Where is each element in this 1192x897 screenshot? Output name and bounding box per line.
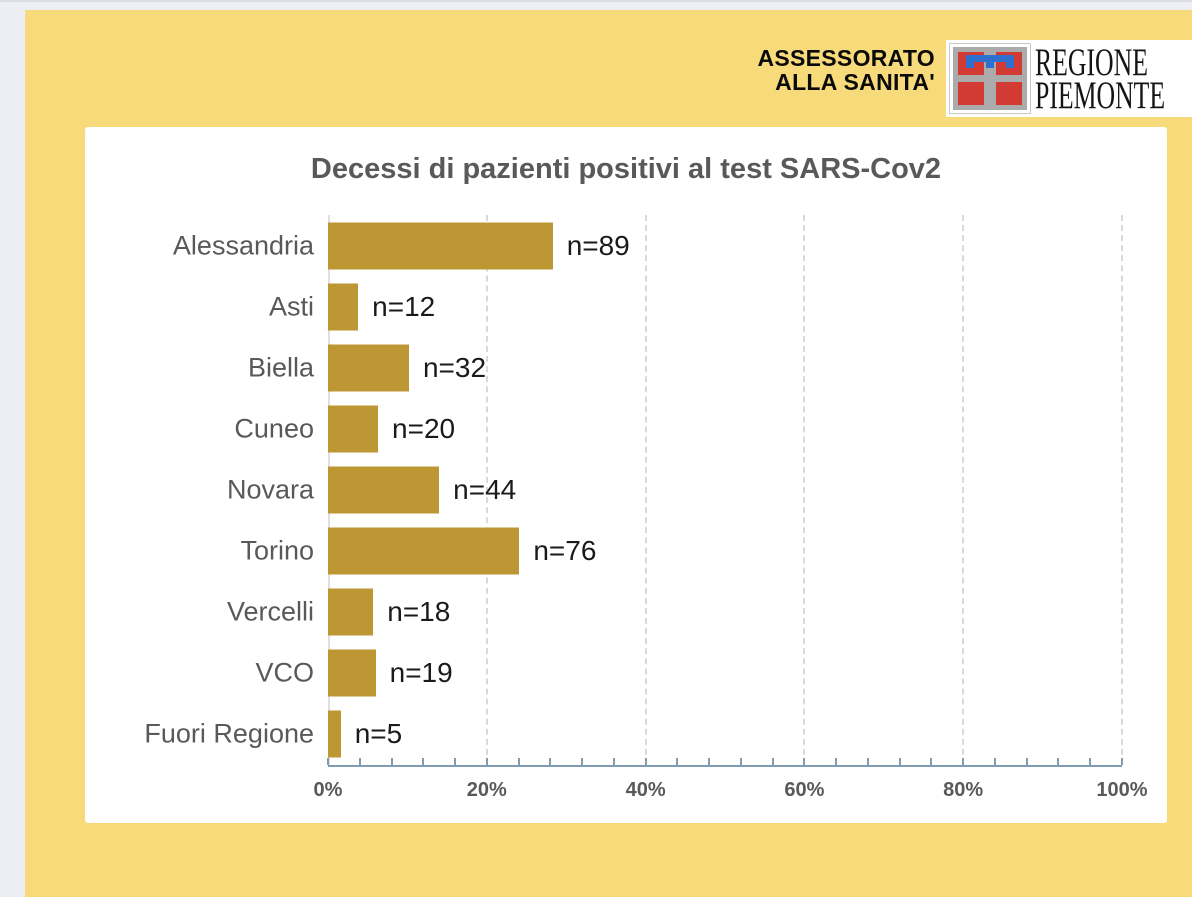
axis-minor-tick xyxy=(549,758,552,765)
bar xyxy=(328,466,440,514)
axis-minor-tick xyxy=(612,758,615,765)
axis-minor-tick xyxy=(581,758,584,765)
category-label: Cuneo xyxy=(234,413,314,444)
x-axis-tick-label: 100% xyxy=(1096,779,1148,801)
assessorato-heading: ASSESSORATO ALLA SANITA' xyxy=(757,46,935,94)
x-axis-tick-label: 40% xyxy=(625,779,666,801)
shield-blue-label-pendant xyxy=(986,60,994,68)
major-gridline xyxy=(1121,215,1123,765)
bar xyxy=(328,588,374,636)
bar xyxy=(328,527,520,575)
x-axis-tick-label: 60% xyxy=(784,779,825,801)
axis-minor-tick xyxy=(485,758,488,765)
x-axis-tick-label: 80% xyxy=(943,779,984,801)
axis-minor-tick xyxy=(327,758,329,765)
category-label: Biella xyxy=(247,352,314,383)
plot-area: Alessandria n=89 Asti n=12 Biella n=32 Cuneo n=… xyxy=(144,215,1123,767)
major-gridline xyxy=(644,215,647,765)
shield-red-quarter xyxy=(958,82,984,105)
data-label: n=20 xyxy=(392,412,456,444)
x-axis-tick-label: 20% xyxy=(466,779,507,801)
chart-row: Biella n=32 xyxy=(248,337,1122,398)
plot-rows: Alessandria n=89 Asti n=12 Biella n=32 Cuneo n=… xyxy=(144,215,1122,765)
axis-minor-tick xyxy=(1121,758,1123,765)
chart-panel: Decessi di pazienti positivi al test SAR… xyxy=(85,127,1167,823)
shield-field xyxy=(953,47,1027,110)
axis-minor-tick xyxy=(803,758,806,765)
chart-row: Vercelli n=18 xyxy=(227,582,1122,643)
shield-blue-label xyxy=(966,55,1014,62)
data-label: n=89 xyxy=(566,229,630,261)
major-gridline xyxy=(485,215,488,765)
chart-row: Torino n=76 xyxy=(240,521,1122,582)
bar xyxy=(328,405,379,453)
assessorato-line2: ALLA SANITA' xyxy=(775,69,935,95)
bar xyxy=(328,649,376,697)
x-axis-labels: 0% 20% 40% 60% 80% 100% xyxy=(314,779,1148,809)
chart-row: Cuneo n=20 xyxy=(234,398,1122,459)
data-label: n=18 xyxy=(387,596,451,628)
axis-minor-tick xyxy=(898,758,901,765)
major-gridline xyxy=(962,215,965,765)
chart-row: Alessandria n=89 xyxy=(173,215,1122,276)
data-label: n=12 xyxy=(372,290,436,322)
bar xyxy=(328,222,553,270)
axis-minor-tick xyxy=(517,758,520,765)
category-label: Alessandria xyxy=(172,230,314,261)
chart-row: VCO n=19 xyxy=(255,643,1122,704)
chart-title: Decessi di pazienti positivi al test SAR… xyxy=(310,153,942,185)
shield-red-quarter xyxy=(996,82,1022,105)
axis-minor-tick xyxy=(835,758,838,765)
category-label: VCO xyxy=(255,657,314,688)
axis-minor-tick xyxy=(1089,758,1092,765)
chart-row: Fuori Regione n=5 xyxy=(144,704,1122,765)
bar xyxy=(328,283,359,331)
category-label: Torino xyxy=(240,535,314,566)
axis-minor-tick xyxy=(771,758,774,765)
axis-minor-tick xyxy=(930,758,933,765)
axis-minor-tick xyxy=(422,758,425,765)
chart-row: Asti n=12 xyxy=(269,276,1122,337)
regione-piemonte-logo: REGIONE PIEMONTE xyxy=(946,40,1192,117)
shield-blue-label-pendant xyxy=(1006,60,1014,68)
category-label: Asti xyxy=(268,291,314,322)
axis-minor-tick xyxy=(454,758,457,765)
major-gridline xyxy=(803,215,806,765)
axis-minor-tick xyxy=(866,758,869,765)
assessorato-line1: ASSESSORATO xyxy=(757,45,935,71)
axis-minor-tick xyxy=(708,758,711,765)
axis-minor-tick xyxy=(739,758,742,765)
category-label: Fuori Regione xyxy=(144,718,314,749)
x-axis-tick-label: 0% xyxy=(313,779,343,801)
axis-minor-tick xyxy=(993,758,996,765)
data-label: n=5 xyxy=(354,718,403,750)
axis-minor-tick xyxy=(1057,758,1060,765)
shield-blue-label-pendant xyxy=(966,60,974,68)
piemonte-coat-of-arms-icon xyxy=(949,43,1031,114)
data-label: n=44 xyxy=(453,473,517,505)
category-label: Vercelli xyxy=(226,596,314,627)
axis-minor-tick xyxy=(358,758,361,765)
data-label: n=76 xyxy=(533,535,597,567)
axis-minor-tick xyxy=(962,758,965,765)
axis-minor-tick xyxy=(644,758,647,765)
bar xyxy=(328,710,341,758)
category-label: Novara xyxy=(226,474,314,505)
axis-minor-tick xyxy=(1025,758,1028,765)
axis-minor-tick xyxy=(676,758,679,765)
axis-minor-tick xyxy=(390,758,393,765)
regione-piemonte-wordmark: REGIONE PIEMONTE xyxy=(1035,40,1166,117)
piemonte-line: PIEMONTE xyxy=(1035,73,1166,117)
regione-line: REGIONE xyxy=(1035,40,1148,84)
chart-row: Novara n=44 xyxy=(227,459,1122,520)
data-label: n=32 xyxy=(422,351,487,383)
data-label: n=19 xyxy=(389,657,453,689)
bar xyxy=(328,344,409,392)
